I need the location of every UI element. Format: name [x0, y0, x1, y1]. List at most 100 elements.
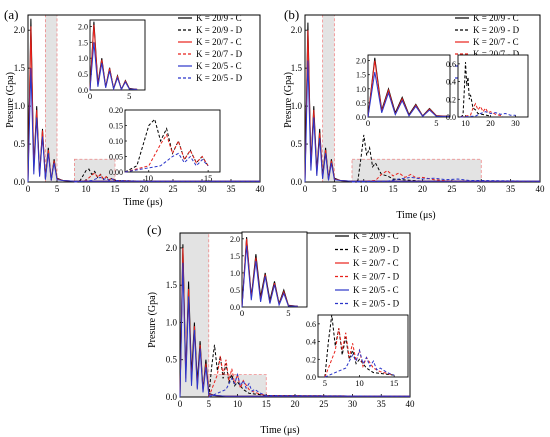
y-tick-label: 1.5 — [166, 280, 178, 290]
panel-c-ylabel: Presure (Gpa) — [147, 292, 158, 348]
legend-entry: K = 20/7 - C — [196, 37, 242, 47]
inset-series-line — [124, 152, 209, 173]
inset-y-tick-label: 1.5 — [356, 71, 366, 80]
series-line — [208, 372, 411, 398]
y-tick-label: 0.5 — [291, 139, 303, 149]
y-tick-label: 1.0 — [291, 101, 303, 111]
inset-series-line — [460, 111, 516, 118]
x-tick-label: 30 — [348, 399, 358, 409]
inset-x-tick-label: 5 — [286, 308, 290, 318]
series-line — [304, 60, 540, 183]
panel-c-label: (c) — [147, 222, 161, 237]
legend-entry: K = 20/5 - C — [353, 285, 399, 295]
panel-a-xlabel: Time (μs) — [123, 197, 162, 208]
x-tick-label: 20 — [140, 184, 150, 194]
inset-x-tick-label: 0 — [240, 308, 244, 318]
x-tick-label: 10 — [233, 399, 243, 409]
inset-y-tick-label: 1.5 — [78, 38, 88, 47]
x-tick-label: 5 — [207, 399, 212, 409]
x-tick-label: 25 — [169, 184, 179, 194]
legend-entry: K = 20/5 - D — [196, 73, 243, 83]
inset-y-tick-label: 0.6 — [446, 60, 456, 69]
inset-series-line — [460, 102, 504, 118]
x-tick-label: 40 — [406, 399, 416, 409]
y-tick-label: 2.0 — [14, 25, 26, 35]
x-tick-label: 35 — [506, 184, 516, 194]
legend-entry: K = 20/7 - C — [473, 37, 519, 47]
x-tick-label: 25 — [319, 399, 329, 409]
x-tick-label: 15 — [262, 399, 272, 409]
y-tick-label: 1.5 — [14, 63, 26, 73]
legend-entry: K = 20/9 - D — [196, 25, 243, 35]
x-tick-label: 0 — [178, 399, 183, 409]
inset-x-tick-label: 15 — [204, 173, 213, 183]
inset-x-tick-label: 15 — [390, 378, 399, 388]
x-tick-label: 40 — [256, 184, 266, 194]
series-line — [74, 176, 260, 183]
x-tick-label: 20 — [418, 184, 428, 194]
panel-a: (a) Presure (Gpa) Time (μs) 0 5 10 15 20 25 30… — [4, 7, 265, 208]
legend-entry: K = 20/9 - C — [473, 13, 519, 23]
inset-frame — [457, 54, 529, 118]
inset-y-tick-label: 0.2 — [306, 355, 316, 364]
inset-y-tick-label: 0.0 — [356, 113, 366, 122]
inset-y-tick-label: 0.5 — [230, 286, 240, 295]
inset-x-tick-label: 0 — [366, 118, 370, 128]
panel-a-label: (a) — [4, 7, 18, 22]
x-tick-label: 10 — [82, 184, 92, 194]
x-tick-label: 30 — [198, 184, 208, 194]
legend-entry: K = 20/9 - D — [353, 245, 400, 255]
y-tick-label: 1.5 — [291, 63, 303, 73]
legend-entry: K = 20/9 - C — [353, 231, 399, 241]
inset-y-tick-label: 0.0 — [306, 373, 316, 382]
panel-b-xlabel: Time (μs) — [396, 210, 435, 221]
inset-x-tick-label: 5 — [127, 91, 131, 101]
y-tick-label: 0.5 — [166, 355, 178, 365]
inset-y-tick-label: 0.0 — [78, 86, 88, 95]
inset-x-tick-label: 5 — [323, 378, 327, 388]
y-tick-label: 1.0 — [166, 317, 178, 327]
x-tick-label: 10 — [359, 184, 369, 194]
inset-series-line — [89, 42, 138, 91]
inset-y-tick-label: 0.10 — [109, 137, 123, 146]
inset-series-line — [241, 245, 298, 308]
inset-frame — [241, 231, 308, 308]
panel-b-label: (b) — [284, 7, 299, 22]
inset-x-tick-label: 10 — [355, 378, 364, 388]
legend-entry: K = 20/9 - C — [196, 13, 242, 23]
x-tick-label: 5 — [332, 184, 337, 194]
inset-y-tick-label: 1.0 — [230, 269, 240, 278]
x-tick-label: 20 — [291, 399, 301, 409]
inset-y-tick-label: 0.20 — [109, 106, 123, 115]
inset-x-tick-label: 10 — [461, 118, 470, 128]
legend-entry: K = 20/7 - C — [353, 258, 399, 268]
x-tick-label: 35 — [377, 399, 387, 409]
inset-frame — [367, 54, 451, 118]
inset-y-tick-label: 2.0 — [78, 22, 88, 31]
inset-x-tick-label: 30 — [511, 118, 520, 128]
inset-y-tick-label: 0.15 — [109, 122, 123, 131]
inset-series-line — [367, 71, 451, 118]
y-tick-label: 0.0 — [14, 177, 26, 187]
shaded-region — [74, 158, 116, 183]
series-line — [208, 344, 411, 398]
x-tick-label: 40 — [536, 184, 546, 194]
y-tick-label: 2.0 — [291, 25, 303, 35]
inset-series-line — [324, 348, 395, 378]
inset-y-tick-label: 0.5 — [78, 70, 88, 79]
inset-y-tick-label: 1.0 — [78, 54, 88, 63]
series-line — [27, 68, 260, 183]
panel-a-ylabel: Presure (Gpa) — [5, 72, 16, 128]
legend-entry: K = 20/5 - D — [353, 299, 400, 309]
inset-y-tick-label: 1.5 — [230, 252, 240, 261]
inset-y-tick-label: 0.05 — [109, 153, 123, 162]
inset-y-tick-label: 0.2 — [446, 95, 456, 104]
y-tick-label: 0.0 — [291, 177, 303, 187]
inset-y-tick-label: 0.4 — [306, 338, 316, 347]
series-line — [351, 134, 540, 183]
inset-x-tick-label: 10 — [145, 173, 154, 183]
inset-series-line — [324, 328, 395, 378]
inset-y-tick-label: 1.0 — [356, 85, 366, 94]
x-tick-label: 15 — [111, 184, 121, 194]
